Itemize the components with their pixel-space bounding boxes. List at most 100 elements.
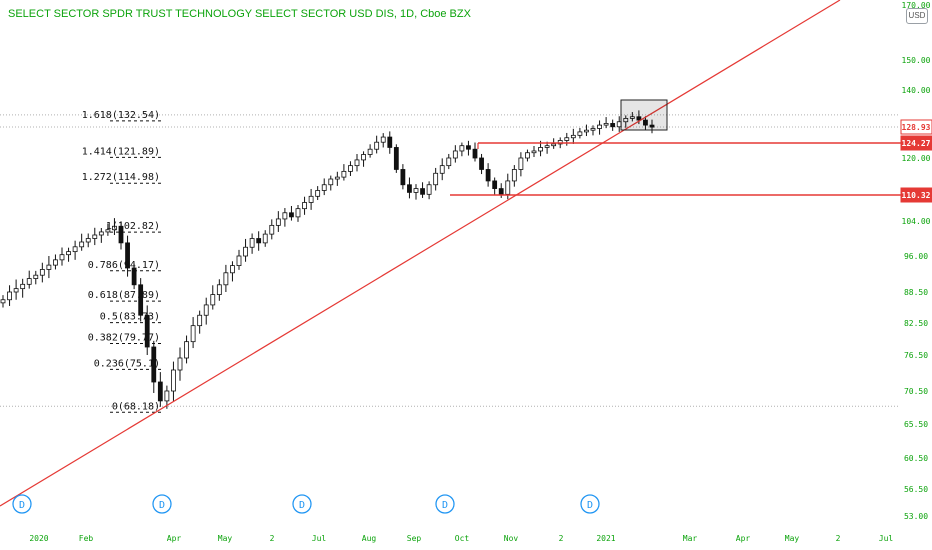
candle bbox=[308, 188, 314, 210]
y-tick-label: 60.50 bbox=[904, 454, 928, 463]
x-tick-label: May bbox=[785, 534, 800, 543]
candle bbox=[420, 182, 425, 198]
candle bbox=[610, 119, 616, 131]
candle bbox=[361, 151, 366, 167]
y-tick-label: 56.50 bbox=[904, 485, 928, 494]
candle bbox=[531, 146, 537, 157]
candle bbox=[112, 218, 117, 235]
candle bbox=[216, 279, 222, 301]
candle bbox=[33, 270, 39, 285]
highlight-box[interactable] bbox=[620, 99, 668, 131]
time-axis[interactable]: 2020 Feb Apr May 2 Jul Aug Sep Oct Nov 2 2021 Mar Apr… bbox=[29, 534, 893, 543]
candle bbox=[407, 177, 412, 199]
y-tick-label: 70.50 bbox=[904, 387, 928, 396]
trendline[interactable] bbox=[0, 0, 841, 507]
candle bbox=[367, 144, 373, 158]
svg-text:124.27: 124.27 bbox=[902, 139, 931, 148]
drawings-layer[interactable] bbox=[0, 0, 932, 507]
candle bbox=[177, 347, 183, 381]
price-axis[interactable]: 170.00 150.00 140.00 120.00 104.00 96.00 88.50… bbox=[900, 1, 932, 521]
fib-level-label: 0.618(87.89) bbox=[88, 290, 160, 301]
y-tick-label: 140.00 bbox=[902, 86, 931, 95]
candle bbox=[197, 310, 203, 334]
candle bbox=[334, 171, 340, 186]
x-tick-label: Jul bbox=[312, 534, 327, 543]
candle bbox=[433, 167, 439, 191]
candle bbox=[131, 263, 137, 290]
fib-level-label: 1.618(132.54) bbox=[82, 110, 160, 121]
x-tick-label: 2 bbox=[270, 534, 275, 543]
fib-level-label: 0.382(79.77) bbox=[88, 333, 160, 344]
svg-text:D: D bbox=[587, 500, 593, 511]
x-tick-label: 2 bbox=[559, 534, 564, 543]
fibonacci-extension[interactable]: 1.618(132.54) 1.414(121.89) 1.272(114.98) 1… bbox=[82, 110, 162, 413]
currency-button[interactable]: USD bbox=[906, 8, 928, 24]
svg-text:D: D bbox=[159, 500, 165, 511]
candle bbox=[643, 116, 648, 131]
dividend-icon[interactable]: D bbox=[12, 494, 32, 514]
candle bbox=[243, 238, 248, 262]
candle bbox=[348, 161, 353, 176]
candle bbox=[459, 142, 465, 157]
dividend-icon[interactable]: D bbox=[292, 494, 312, 514]
y-tick-label: 120.00 bbox=[902, 154, 931, 163]
candle bbox=[236, 249, 242, 270]
candle bbox=[190, 317, 196, 349]
candle bbox=[92, 227, 98, 246]
fib-level-label: 0(68.18) bbox=[112, 401, 160, 412]
svg-text:D: D bbox=[19, 500, 25, 511]
candle bbox=[210, 285, 216, 310]
candle bbox=[387, 131, 393, 154]
candle bbox=[98, 228, 104, 243]
candle bbox=[85, 233, 91, 248]
candle bbox=[39, 262, 45, 283]
y-tick-label: 65.50 bbox=[904, 420, 928, 429]
dividend-icon[interactable]: D bbox=[152, 494, 172, 514]
candle bbox=[452, 145, 458, 163]
candle bbox=[472, 142, 478, 162]
candle bbox=[59, 247, 65, 266]
candle bbox=[125, 235, 130, 277]
y-tick-label: 96.00 bbox=[904, 252, 928, 261]
candle bbox=[151, 340, 157, 393]
candle bbox=[144, 305, 150, 355]
candle bbox=[511, 165, 517, 187]
candle bbox=[393, 144, 399, 173]
candle bbox=[525, 149, 530, 162]
candle bbox=[341, 164, 347, 181]
dividend-icon[interactable]: D bbox=[580, 494, 600, 514]
candle bbox=[105, 223, 111, 236]
y-tick-label: 104.00 bbox=[902, 217, 931, 226]
candle bbox=[282, 208, 288, 227]
candle bbox=[492, 177, 498, 196]
fib-level-label: 1.414(121.89) bbox=[82, 146, 160, 157]
price-tag: 128.93 bbox=[900, 119, 932, 135]
x-tick-label: Nov bbox=[504, 534, 519, 543]
candle bbox=[564, 132, 570, 146]
candle bbox=[269, 219, 275, 240]
candle bbox=[262, 230, 268, 247]
price-tag: 124.27 bbox=[900, 135, 932, 151]
candle bbox=[138, 278, 144, 322]
y-tick-label: 88.50 bbox=[904, 288, 928, 297]
candle bbox=[466, 140, 471, 156]
candle bbox=[603, 117, 609, 129]
candle bbox=[72, 240, 78, 260]
y-tick-label: 150.00 bbox=[902, 56, 931, 65]
candle bbox=[590, 125, 596, 136]
x-tick-label: 2 bbox=[836, 534, 841, 543]
x-tick-label: Sep bbox=[407, 534, 422, 543]
candle bbox=[230, 261, 235, 282]
dotted-reference-lines bbox=[0, 114, 900, 407]
x-tick-label: Oct bbox=[455, 534, 470, 543]
candle bbox=[53, 254, 58, 270]
candle bbox=[649, 119, 655, 134]
x-tick-label: Apr bbox=[167, 534, 182, 543]
candle bbox=[426, 181, 432, 200]
dividend-icon[interactable]: D bbox=[435, 494, 455, 514]
x-tick-label: 2020 bbox=[29, 534, 48, 543]
y-tick-label: 170.00 bbox=[902, 1, 931, 10]
candle bbox=[446, 153, 452, 170]
